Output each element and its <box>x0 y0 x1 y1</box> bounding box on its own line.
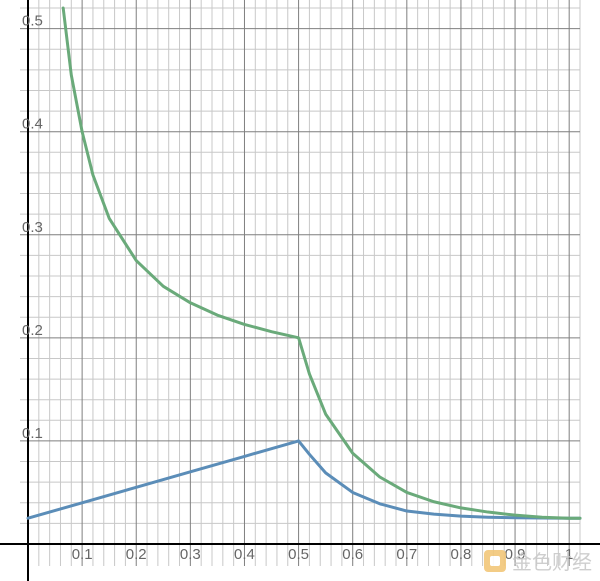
y-tick-label: 0.3 <box>22 219 43 236</box>
x-tick-label: 0.5 <box>288 546 309 563</box>
x-tick-label: 0.7 <box>396 546 417 563</box>
x-tick-label: 1 <box>565 546 573 563</box>
x-tick-label: 0.1 <box>72 546 93 563</box>
y-tick-label: 0.1 <box>22 425 43 442</box>
y-tick-label: 0.2 <box>22 322 43 339</box>
x-tick-label: 0.2 <box>126 546 147 563</box>
x-tick-label: 0.6 <box>342 546 363 563</box>
logo-icon <box>484 549 506 572</box>
x-tick-label: 0.3 <box>180 546 201 563</box>
x-tick-label: 0.4 <box>234 546 255 563</box>
x-tick-label: 0.8 <box>451 546 472 563</box>
watermark-text: 金色财经 <box>512 550 592 574</box>
series-layer <box>26 6 582 520</box>
series-line-2 <box>61 6 582 520</box>
y-tick-label: 0.4 <box>22 116 43 133</box>
y-tick-label: 0.5 <box>22 13 43 30</box>
tick-labels: 0.1 0.2 0.3 0.4 0.5 0.6 0.7 0.8 0.9 1 0.1 0.2 0.3 0.4… <box>22 13 573 563</box>
minor-grid <box>20 0 581 566</box>
x-tick-label: 0.9 <box>505 546 526 563</box>
watermark: 金色财经 <box>484 546 592 575</box>
series-line-1 <box>26 439 582 520</box>
